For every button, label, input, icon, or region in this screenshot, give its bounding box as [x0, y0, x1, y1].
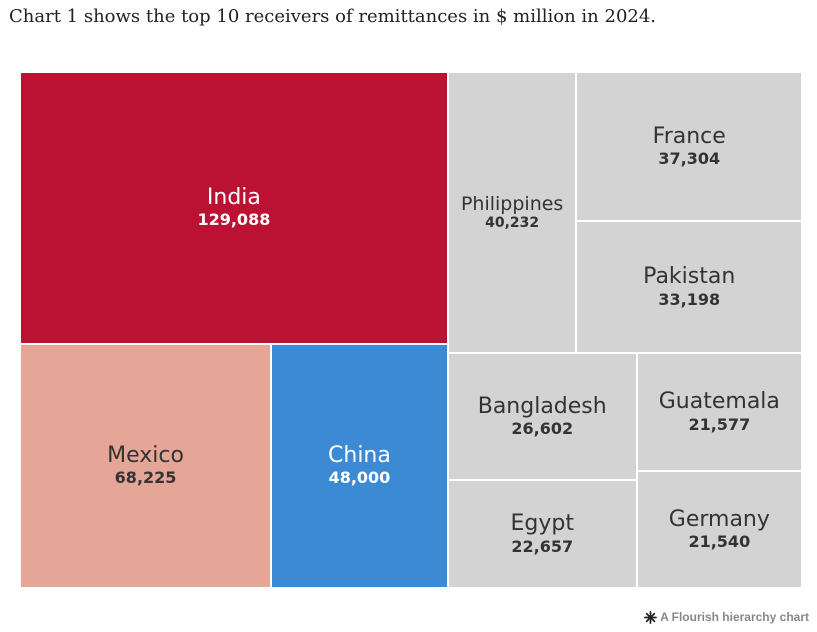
tile-label-india: India: [206, 185, 261, 211]
treemap-tile-germany[interactable]: Germany 21,540: [636, 470, 802, 588]
tile-value-india: 129,088: [197, 210, 271, 230]
tile-value-philippines: 40,232: [485, 214, 540, 231]
tile-label-philippines: Philippines: [460, 192, 564, 215]
treemap-tile-china[interactable]: China 48,000: [271, 343, 448, 588]
treemap-tile-philippines[interactable]: Philippines 40,232: [447, 72, 577, 354]
tile-value-china: 48,000: [328, 468, 391, 488]
tile-value-mexico: 68,225: [114, 468, 177, 488]
tile-value-pakistan: 33,198: [658, 289, 721, 309]
treemap-tile-bangladesh[interactable]: Bangladesh 26,602: [447, 353, 637, 481]
treemap-tile-mexico[interactable]: Mexico 68,225: [20, 343, 272, 588]
chart-heading: Chart 1 shows the top 10 receivers of re…: [9, 6, 657, 27]
tile-label-france: France: [652, 123, 726, 149]
flourish-credit[interactable]: A Flourish hierarchy chart: [644, 610, 809, 624]
tile-label-mexico: Mexico: [107, 443, 184, 469]
tile-value-bangladesh: 26,602: [511, 419, 574, 439]
tile-label-guatemala: Guatemala: [658, 389, 780, 415]
tile-label-egypt: Egypt: [510, 511, 574, 537]
treemap-tile-guatemala[interactable]: Guatemala 21,577: [636, 353, 802, 471]
tile-label-pakistan: Pakistan: [643, 264, 736, 290]
tile-label-bangladesh: Bangladesh: [477, 393, 607, 419]
tile-label-germany: Germany: [668, 506, 770, 532]
treemap-tile-pakistan[interactable]: Pakistan 33,198: [576, 220, 802, 354]
credit-label: A Flourish hierarchy chart: [660, 610, 809, 624]
treemap-tile-egypt[interactable]: Egypt 22,657: [447, 480, 637, 588]
treemap-tile-france[interactable]: France 37,304: [576, 72, 802, 221]
tile-label-china: China: [328, 443, 391, 469]
tile-value-france: 37,304: [658, 148, 721, 168]
tile-value-guatemala: 21,577: [688, 414, 751, 434]
tile-value-germany: 21,540: [688, 531, 751, 551]
flourish-star-icon: [644, 610, 657, 624]
tile-value-egypt: 22,657: [511, 536, 574, 556]
treemap-chart: India 129,088 Mexico 68,225 China 48,000 Phili…: [20, 72, 802, 588]
treemap-tile-india[interactable]: India 129,088: [20, 72, 448, 344]
